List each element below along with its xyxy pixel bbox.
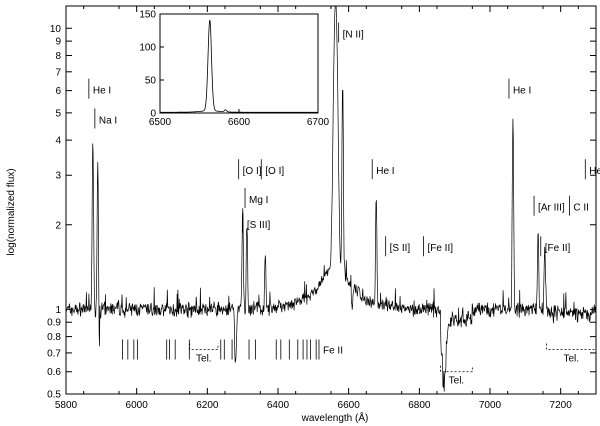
- x-tick-label: 6200: [196, 400, 219, 411]
- annotation-label: He I: [93, 86, 111, 97]
- inset-x-tick-label: 6700: [307, 117, 330, 128]
- x-tick-labels: 5800 6000 6200 6400 6600 6800 7000 7200: [55, 400, 572, 411]
- inset-ticks: 6500 6600 6700 0 50 100 150: [139, 10, 329, 129]
- inset-y-tick-label: 100: [139, 43, 156, 54]
- annotation-label: [N II]: [343, 30, 364, 41]
- y-tick-label: 7: [55, 67, 61, 78]
- y-axis-title: log(normalized flux): [6, 168, 17, 255]
- y-tick-label: 8: [55, 51, 61, 62]
- marker-label: Fe II: [323, 345, 343, 356]
- line-annotations: He I Na I [O I] [O I] Mg I [S III] [N II] He I […: [88, 22, 600, 257]
- y-tick-labels: 0.5 0.6 0.7 0.8 0.9 1 2 3 4 5 6 7 8 9 10: [47, 24, 61, 401]
- x-tick-label: 6600: [338, 400, 361, 411]
- x-tick-label: 6000: [126, 400, 149, 411]
- annotation-label: Mg I: [249, 195, 268, 206]
- x-tick-label: 7000: [479, 400, 502, 411]
- plot-frame: [65, 5, 597, 395]
- y-tick-label: 5: [55, 108, 61, 119]
- spectrum-line: [65, 5, 597, 392]
- x-tick-label: 6800: [408, 400, 431, 411]
- line-id-markers: Fe II: [122, 339, 343, 360]
- x-tick-label: 6400: [267, 400, 290, 411]
- y-tick-label: 0.9: [47, 318, 61, 329]
- annotation-label: He I: [513, 86, 531, 97]
- y-tick-label: 0.6: [47, 367, 61, 378]
- annotation-label: [Fe II]: [545, 243, 571, 254]
- inset-x-tick-label: 6600: [228, 117, 251, 128]
- y-tick-label: 0.5: [47, 390, 61, 401]
- y-tick-label: 9: [55, 37, 61, 48]
- y-tick-label: 2: [55, 220, 61, 231]
- annotation-label: He I: [589, 166, 600, 177]
- y-tick-label: 6: [55, 86, 61, 97]
- telluric-label: Tel.: [449, 376, 465, 387]
- inset-y-tick-label: 150: [139, 10, 156, 21]
- telluric-label: Tel.: [196, 353, 212, 364]
- inset-x-tick-label: 6500: [149, 117, 172, 128]
- inset-chart: 6500 6600 6700 0 50 100 150: [139, 10, 329, 129]
- annotation-label: [S III]: [247, 220, 271, 231]
- inset-line: [160, 19, 318, 113]
- y-tick-label: 10: [50, 24, 62, 35]
- annotation-label: C II: [573, 203, 589, 214]
- annotation-label: He I: [376, 166, 394, 177]
- x-axis-title: wavelength (Å): [301, 411, 369, 424]
- annotation-label: [O I]: [265, 166, 284, 177]
- annotation-label: [Ar III]: [538, 203, 565, 214]
- inset-y-tick-label: 0: [150, 109, 156, 120]
- telluric-bracket: [189, 343, 219, 350]
- x-tick-label: 5800: [55, 400, 78, 411]
- annotation-label: [O I]: [243, 166, 262, 177]
- telluric-label: Tel.: [563, 353, 579, 364]
- inset-y-tick-label: 50: [145, 76, 157, 87]
- telluric-regions: Tel. Tel. Tel.: [189, 343, 597, 387]
- axis-ticks: [65, 6, 596, 395]
- x-tick-label: 7200: [550, 400, 573, 411]
- y-tick-label: 0.8: [47, 332, 61, 343]
- telluric-bracket: [546, 343, 597, 350]
- inset-frame: [159, 13, 319, 114]
- annotation-label: [Fe II]: [427, 243, 453, 254]
- y-tick-label: 0.7: [47, 348, 61, 359]
- annotation-label: [S II]: [390, 243, 411, 254]
- telluric-bracket: [440, 365, 473, 373]
- annotation-label: Na I: [99, 115, 117, 126]
- y-tick-label: 4: [55, 136, 61, 147]
- y-tick-label: 1: [55, 305, 61, 316]
- y-tick-label: 3: [55, 171, 61, 182]
